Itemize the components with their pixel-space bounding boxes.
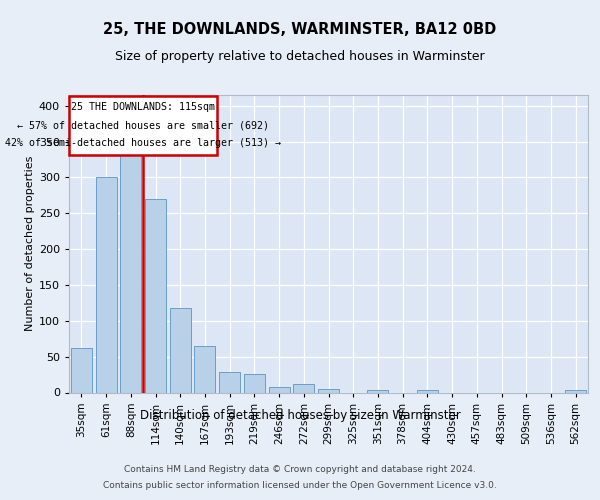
Text: 25, THE DOWNLANDS, WARMINSTER, BA12 0BD: 25, THE DOWNLANDS, WARMINSTER, BA12 0BD <box>103 22 497 38</box>
Text: 42% of semi-detached houses are larger (513) →: 42% of semi-detached houses are larger (… <box>5 138 281 148</box>
Bar <box>194 346 215 393</box>
FancyBboxPatch shape <box>70 96 217 154</box>
Bar <box>219 372 240 392</box>
Bar <box>417 390 438 392</box>
Text: Contains HM Land Registry data © Crown copyright and database right 2024.: Contains HM Land Registry data © Crown c… <box>124 466 476 474</box>
Bar <box>170 308 191 392</box>
Bar <box>293 384 314 392</box>
Bar <box>145 199 166 392</box>
Bar <box>244 374 265 392</box>
Y-axis label: Number of detached properties: Number of detached properties <box>25 156 35 332</box>
Bar <box>269 387 290 392</box>
Text: ← 57% of detached houses are smaller (692): ← 57% of detached houses are smaller (69… <box>17 120 269 130</box>
Text: Size of property relative to detached houses in Warminster: Size of property relative to detached ho… <box>115 50 485 63</box>
Bar <box>71 348 92 393</box>
Text: Contains public sector information licensed under the Open Government Licence v3: Contains public sector information licen… <box>103 482 497 490</box>
Bar <box>120 152 141 392</box>
Text: 25 THE DOWNLANDS: 115sqm: 25 THE DOWNLANDS: 115sqm <box>71 102 215 112</box>
Bar <box>565 390 586 392</box>
Bar <box>367 390 388 392</box>
Bar <box>318 389 339 392</box>
Text: Distribution of detached houses by size in Warminster: Distribution of detached houses by size … <box>140 408 460 422</box>
Bar <box>95 178 116 392</box>
